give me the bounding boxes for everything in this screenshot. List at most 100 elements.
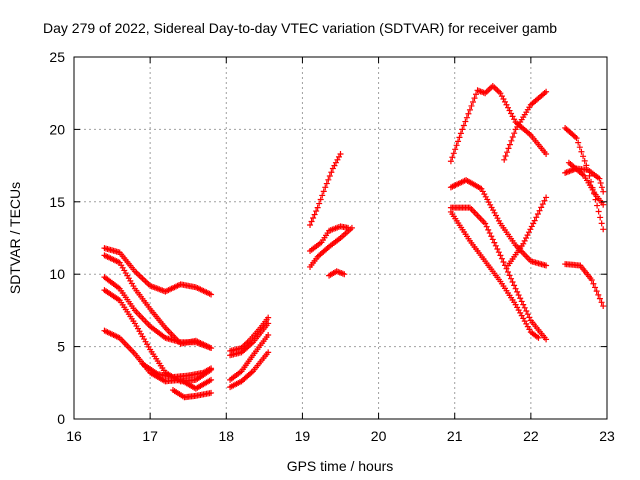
y-tick-label: 5 [57,339,65,355]
data-point [314,204,321,211]
data-point [535,334,542,341]
axis-ticks [73,56,608,420]
data-point [503,265,510,272]
data-point [494,246,501,253]
data-point [583,162,590,169]
data-point [497,252,504,259]
data-point [543,151,550,158]
data-point [528,223,535,230]
data-point [597,214,604,221]
data-point [208,365,215,372]
data-point [521,304,528,311]
data-point [521,237,528,244]
data-point [463,114,470,121]
data-point [590,280,597,287]
data-point [509,134,516,141]
data-point [598,184,605,191]
data-series [447,208,542,341]
data-point [508,275,515,282]
data-series [307,223,352,255]
data-point [455,138,462,145]
data-point [600,226,607,233]
data-point [586,172,593,179]
data-point [505,145,512,152]
data-point [581,157,588,164]
data-point [531,217,538,224]
data-point [488,233,495,240]
data-point [593,288,600,295]
data-point [482,220,489,227]
data-point [600,188,607,195]
data-point [483,223,490,230]
data-series [447,204,550,343]
y-tick-label: 0 [57,411,65,427]
data-point [473,91,480,98]
x-tick-label: 22 [523,428,539,444]
data-point [348,224,355,231]
data-point [465,110,472,117]
data-point [524,311,531,318]
data-point [308,218,315,225]
data-point [498,255,505,262]
data-series [565,159,607,208]
data-point [543,194,550,201]
data-point [592,196,599,203]
data-point [452,146,459,153]
data-point [598,299,605,306]
data-point [511,282,518,289]
data-point [265,314,272,321]
y-tick-labels: 0 5 10 15 20 25 [49,49,65,427]
data-point [543,88,550,95]
data-point [534,211,541,218]
chart-title: Day 279 of 2022, Sidereal Day-to-day VTE… [43,20,557,36]
data-point [265,332,272,339]
data-series [227,332,272,383]
data-point [457,130,464,137]
data-point [536,207,543,214]
data-point [313,208,320,215]
x-tick-label: 17 [142,428,158,444]
data-series [227,349,272,391]
data-series [562,261,607,310]
data-point [337,151,344,158]
data-point [592,284,599,291]
data-point [598,220,605,227]
data-point [310,215,317,222]
data-series [447,177,550,269]
data-point [509,279,516,286]
data-point [462,118,469,125]
data-point [506,272,513,279]
data-point [492,242,499,249]
data-point [595,208,602,215]
data-point [322,184,329,191]
data-point [600,201,607,208]
data-point [265,320,272,327]
data-point [307,221,314,228]
data-point [511,130,518,137]
data-point [460,122,467,129]
data-point [505,269,512,276]
data-point [515,292,522,299]
data-series [101,274,215,352]
data-series [326,268,348,279]
data-point [311,211,318,218]
data-point [541,197,548,204]
data-series [307,224,355,270]
data-point [524,232,531,239]
x-tick-label: 19 [295,428,311,444]
data-point [316,200,323,207]
data-point [447,158,454,165]
data-point [600,303,607,310]
y-axis-label: SDTVAR / TECUs [7,182,23,294]
x-tick-label: 16 [66,428,82,444]
plot-frame [73,56,608,420]
data-point [208,345,215,352]
y-tick-label: 25 [49,49,65,65]
data-point [208,389,215,396]
data-marks [101,82,607,401]
data-point [525,229,532,236]
data-point [512,285,519,292]
x-tick-label: 18 [218,428,234,444]
data-point [323,180,330,187]
